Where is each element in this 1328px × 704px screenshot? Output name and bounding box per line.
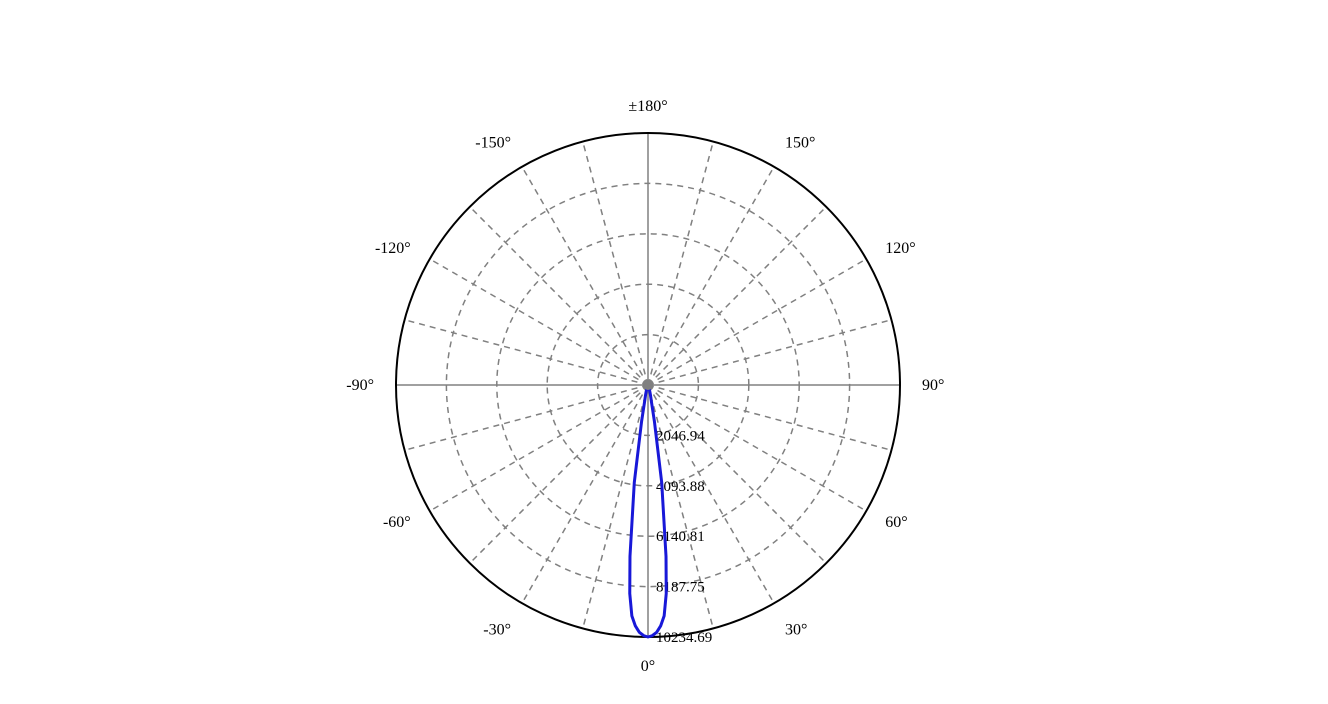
angle-tick-label: 90° (922, 377, 944, 394)
angular-grid-spoke (583, 385, 648, 628)
radial-tick-label: 8187.75 (656, 580, 705, 596)
angular-grid-spoke (470, 207, 648, 385)
angular-grid-spoke (648, 259, 866, 385)
angle-tick-label: -120° (375, 240, 411, 257)
angle-tick-label: -60° (383, 514, 411, 531)
angular-grid-spoke (648, 167, 774, 385)
angle-tick-label: -150° (475, 135, 511, 152)
angle-tick-label: -90° (346, 377, 374, 394)
polar-chart: 2046.944093.886140.818187.7510234.69±180… (0, 0, 1328, 704)
angular-grid-spoke (470, 385, 648, 563)
radial-tick-label: 2046.94 (656, 428, 705, 444)
angular-grid-spoke (430, 259, 648, 385)
angular-grid-spoke (648, 207, 826, 385)
angular-grid-spoke (648, 142, 713, 385)
angular-grid-spoke (405, 385, 648, 450)
angular-grid-spoke (405, 320, 648, 385)
angular-grid-spoke (522, 167, 648, 385)
angle-tick-label: 0° (641, 658, 655, 675)
angle-tick-label: 120° (885, 240, 915, 257)
angle-tick-label: 60° (885, 514, 907, 531)
radial-tick-label: 10234.69 (656, 630, 712, 646)
angular-grid-spoke (583, 142, 648, 385)
angle-tick-label: 30° (785, 621, 807, 638)
center-dot (643, 380, 653, 390)
angle-tick-label: 150° (785, 135, 815, 152)
polar-svg: 2046.944093.886140.818187.7510234.69±180… (0, 0, 1328, 704)
angle-tick-label: ±180° (628, 98, 667, 115)
angular-grid-spoke (430, 385, 648, 511)
angle-tick-label: -30° (483, 621, 511, 638)
angular-grid-spoke (648, 320, 891, 385)
